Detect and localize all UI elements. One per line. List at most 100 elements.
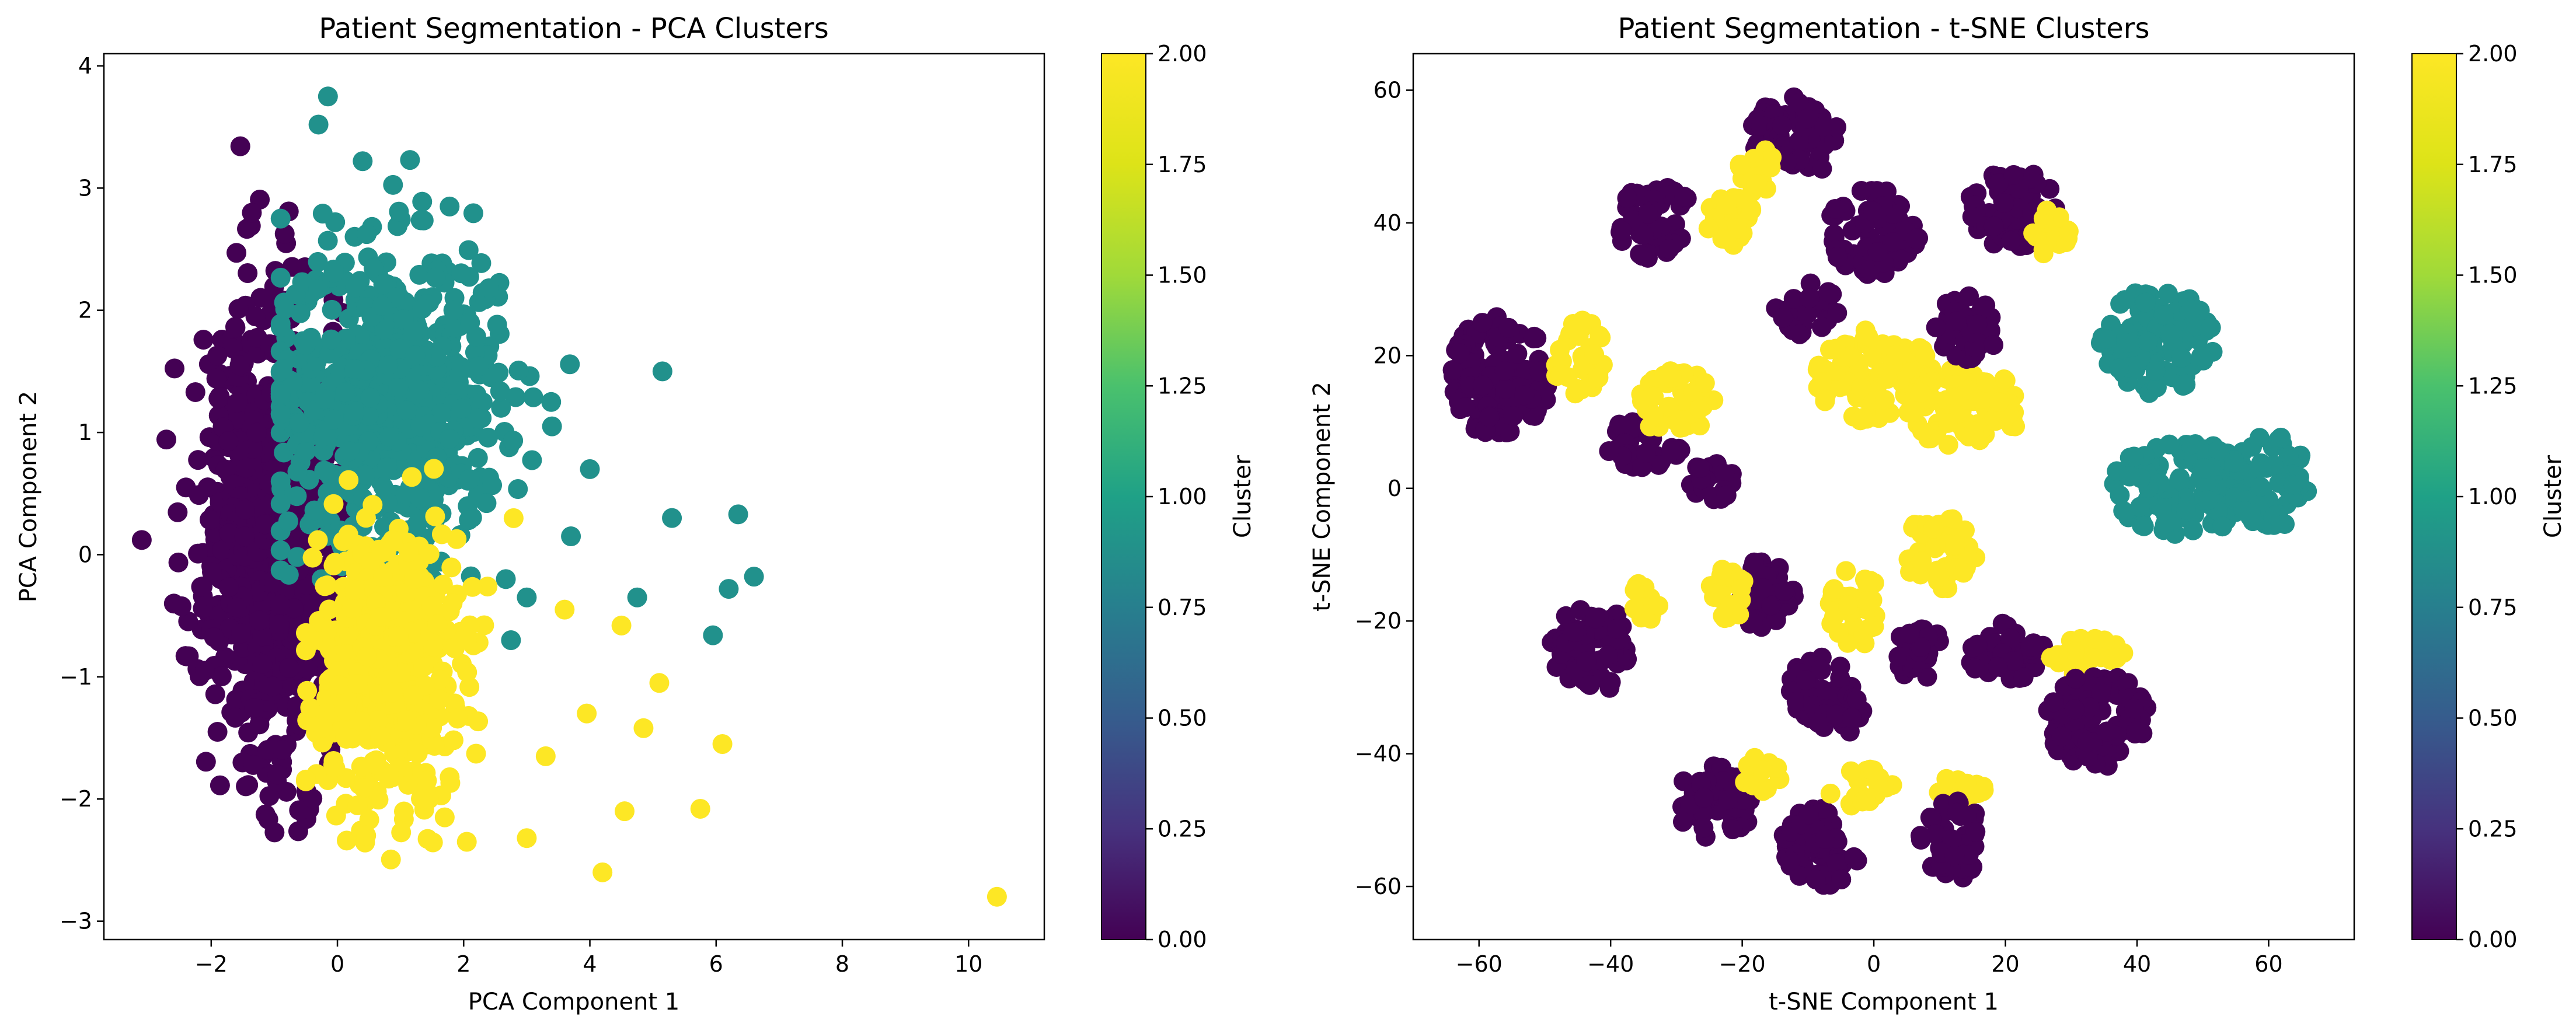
pca-data-point bbox=[335, 382, 355, 403]
pca-data-point bbox=[225, 707, 245, 728]
pca-data-point bbox=[468, 711, 489, 732]
tsne-data-point bbox=[1625, 580, 1645, 600]
pca-data-point bbox=[252, 654, 273, 674]
pca-data-point bbox=[235, 500, 255, 520]
tsne-data-point bbox=[1912, 421, 1932, 441]
pca-data-point bbox=[412, 299, 433, 319]
tsne-data-point bbox=[2065, 668, 2086, 689]
tsne-data-point bbox=[1851, 181, 1871, 201]
tsne-data-point bbox=[1863, 348, 1884, 368]
tsne-data-point bbox=[1695, 373, 1715, 393]
pca-data-point bbox=[712, 734, 733, 754]
pca-data-point bbox=[466, 743, 486, 764]
tsne-data-point bbox=[1648, 455, 1669, 475]
pca-data-point bbox=[207, 345, 228, 366]
tsne-data-point bbox=[1732, 790, 1752, 810]
tsne-data-point bbox=[1723, 819, 1743, 840]
pca-data-point bbox=[336, 830, 357, 851]
pca-data-point bbox=[378, 355, 399, 376]
tsne-data-point bbox=[2224, 452, 2244, 473]
tsne-data-point bbox=[1811, 372, 1832, 393]
pca-data-point bbox=[541, 392, 562, 412]
pca-data-point bbox=[468, 448, 488, 468]
pca-data-point bbox=[312, 204, 333, 224]
tsne-data-point bbox=[2169, 470, 2190, 490]
tsne-data-point bbox=[2020, 637, 2041, 657]
pca-data-point bbox=[225, 317, 246, 338]
pca-data-point bbox=[356, 825, 377, 846]
pca-data-point bbox=[397, 710, 417, 731]
pca-data-point bbox=[482, 475, 503, 495]
pca-data-point bbox=[728, 504, 748, 525]
pca-data-point bbox=[196, 752, 216, 772]
tsne-data-point bbox=[1910, 383, 1930, 403]
pca-data-point bbox=[300, 697, 320, 718]
pca-data-point bbox=[357, 224, 377, 245]
tsne-data-point bbox=[1550, 340, 1570, 360]
tsne-data-point bbox=[1947, 802, 1967, 823]
tsne-data-point bbox=[1989, 173, 2009, 194]
pca-data-point bbox=[440, 196, 460, 217]
pca-data-point bbox=[226, 597, 247, 617]
pca-data-point bbox=[316, 687, 337, 708]
pca-data-point bbox=[459, 615, 480, 636]
tsne-data-point bbox=[2065, 699, 2085, 720]
tsne-data-point bbox=[1923, 518, 1943, 539]
tsne-data-point bbox=[1812, 117, 1832, 137]
pca-data-point bbox=[318, 231, 338, 251]
pca-data-point bbox=[430, 669, 451, 690]
pca-scatter-points bbox=[131, 86, 1007, 907]
pca-data-point bbox=[301, 372, 321, 393]
pca-data-point bbox=[402, 467, 422, 487]
tsne-data-point bbox=[2146, 377, 2167, 397]
pca-data-point bbox=[374, 319, 394, 340]
pca-data-point bbox=[336, 329, 356, 349]
pca-colorbar-gradient bbox=[1101, 53, 1146, 940]
tsne-data-point bbox=[1825, 338, 1846, 359]
pca-data-point bbox=[308, 252, 328, 272]
tsne-data-point bbox=[1638, 204, 1658, 224]
tsne-data-point bbox=[1842, 708, 1862, 728]
pca-data-point bbox=[407, 514, 427, 534]
pca-data-point bbox=[197, 477, 218, 498]
pca-data-point bbox=[451, 263, 471, 284]
pca-data-point bbox=[412, 191, 433, 212]
pca-y-axis-ticks: −3 −2 −1 0 1 2 3 4 bbox=[60, 53, 104, 934]
tsne-data-point bbox=[1917, 666, 1937, 687]
tsne-data-point bbox=[2194, 458, 2215, 479]
tsne-data-point bbox=[2124, 446, 2144, 467]
tsne-data-point bbox=[1984, 216, 2004, 236]
tsne-data-point bbox=[1965, 822, 1986, 842]
tsne-data-point bbox=[1498, 317, 1519, 338]
tsne-data-point bbox=[1805, 869, 1826, 889]
pca-data-point bbox=[339, 470, 359, 490]
tsne-data-point bbox=[2000, 628, 2021, 648]
pca-data-point bbox=[429, 689, 449, 710]
pca-colorbar-tick-label: 1.50 bbox=[1158, 263, 1207, 288]
pca-data-point bbox=[226, 689, 246, 710]
tsne-data-point bbox=[2113, 501, 2134, 521]
pca-data-point bbox=[372, 296, 392, 316]
pca-data-point bbox=[353, 151, 373, 172]
tsne-data-point bbox=[1634, 225, 1654, 245]
pca-data-point bbox=[249, 714, 270, 735]
pca-data-point bbox=[474, 615, 494, 636]
pca-data-point bbox=[318, 86, 338, 107]
pca-data-point bbox=[275, 299, 295, 319]
pca-data-point bbox=[355, 465, 375, 485]
pca-data-point bbox=[377, 457, 398, 477]
pca-data-point bbox=[403, 321, 423, 341]
pca-colorbar-label: Cluster bbox=[1229, 455, 1256, 538]
pca-data-point bbox=[459, 677, 480, 697]
tsne-data-point bbox=[1797, 304, 1817, 324]
pca-data-point bbox=[322, 299, 342, 320]
tsne-data-point bbox=[1716, 229, 1737, 250]
pca-data-point bbox=[287, 462, 308, 482]
tsne-data-point bbox=[2065, 642, 2085, 662]
tsne-data-point bbox=[1942, 509, 1962, 529]
pca-data-point bbox=[312, 732, 333, 753]
tsne-data-point bbox=[1606, 619, 1627, 639]
pca-data-point bbox=[218, 431, 239, 452]
pca-data-point bbox=[501, 630, 521, 651]
tsne-y-axis-ticks: −60 −40 −20 0 20 40 60 bbox=[1355, 78, 1413, 899]
